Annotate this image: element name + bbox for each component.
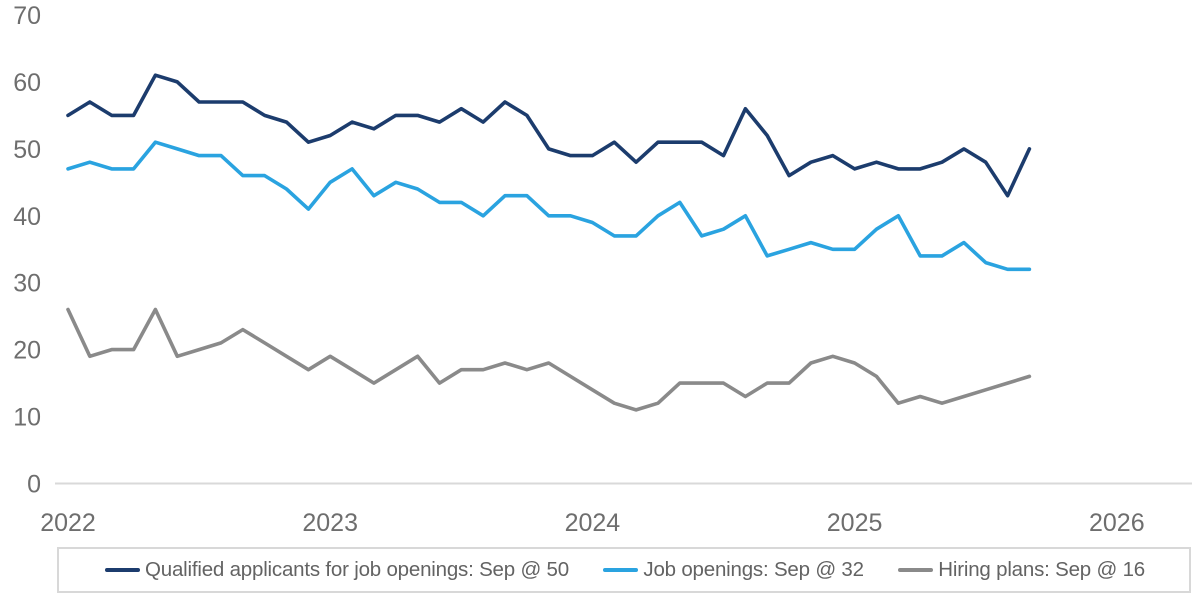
y-tick-label-70: 70 (13, 2, 41, 30)
hiring-plans-line-swatch (898, 568, 934, 572)
chart-legend: Qualified applicants for job openings: S… (57, 547, 1191, 593)
y-tick-label-20: 20 (13, 337, 41, 365)
y-tick-label-40: 40 (13, 203, 41, 231)
x-tick-label-2022: 2022 (40, 509, 96, 537)
legend-item-qualified-applicants: Qualified applicants for job openings: S… (105, 558, 569, 582)
y-tick-label-0: 0 (27, 471, 41, 499)
line-job-openings (66, 140, 1032, 272)
line-qualified-applicants-for-job-openings (66, 73, 1032, 198)
y-tick-label-30: 30 (13, 270, 41, 298)
legend-label-job-openings: Job openings: Sep @ 32 (643, 558, 864, 581)
legend-label-hiring-plans: Hiring plans: Sep @ 16 (938, 558, 1145, 581)
job-openings-line-swatch (603, 568, 639, 572)
qualified-applicants-line-swatch (105, 568, 140, 572)
y-tick-label-50: 50 (13, 136, 41, 164)
legend-item-hiring-plans: Hiring plans: Sep @ 16 (898, 558, 1145, 582)
line-hiring-plans (66, 307, 1032, 412)
x-tick-label-2024: 2024 (565, 509, 621, 537)
y-tick-label-10: 10 (13, 404, 41, 432)
legend-item-job-openings: Job openings: Sep @ 32 (603, 558, 864, 582)
x-tick-label-2023: 2023 (302, 509, 358, 537)
y-tick-label-60: 60 (13, 69, 41, 97)
x-tick-label-2025: 2025 (827, 509, 883, 537)
plot-area: 0 10 20 30 40 50 60 70 2022 2023 2024 2025 2026 (13, 2, 1192, 537)
legend-label-qualified-applicants: Qualified applicants for job openings: S… (145, 558, 569, 581)
x-tick-label-2026: 2026 (1089, 509, 1145, 537)
